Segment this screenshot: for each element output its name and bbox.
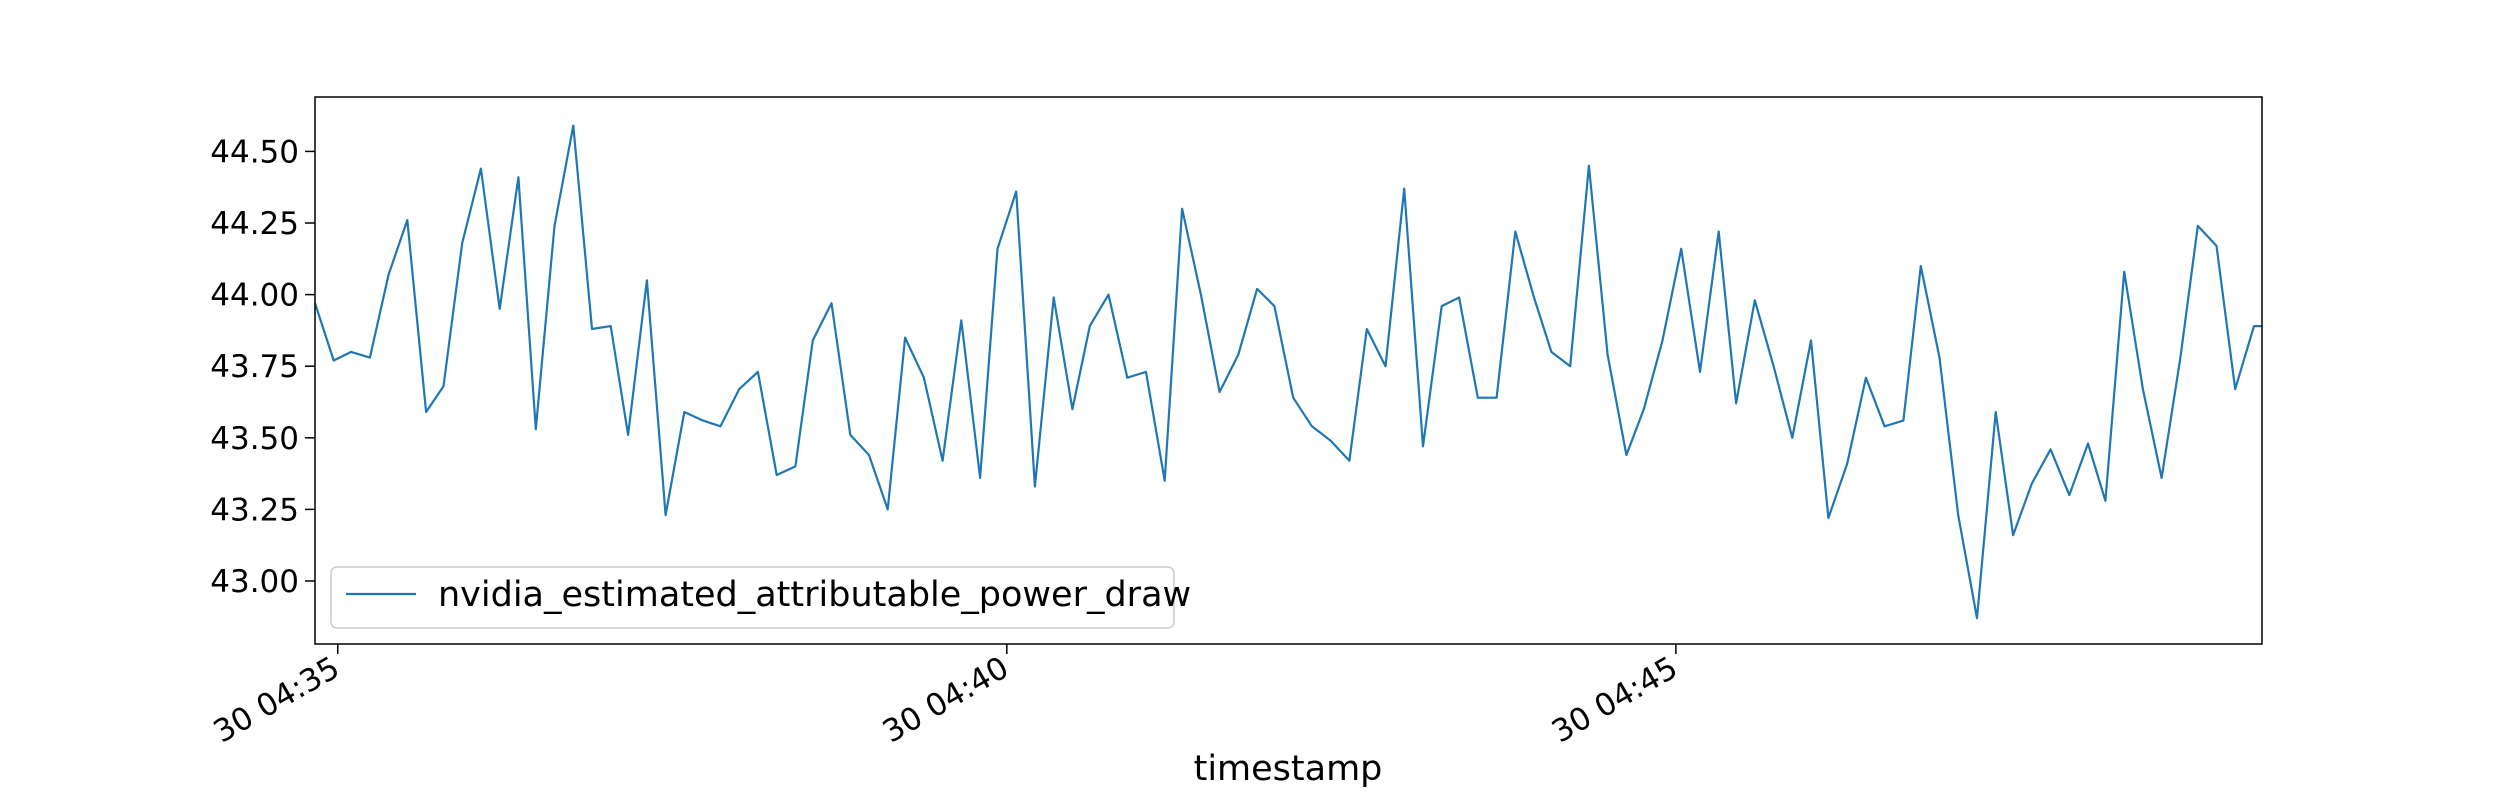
y-tick-label: 44.50 [210,134,299,170]
legend-label: nvidia_estimated_attributable_power_draw [438,575,1191,615]
y-tick-label: 43.25 [210,492,299,528]
series-line [313,124,2262,620]
x-tick-label: 30 04:45 [1546,650,1684,750]
series-layer [313,124,2262,620]
y-tick-label: 43.00 [210,564,299,600]
y-tick-label: 43.75 [210,349,299,385]
x-axis-label: timestamp [1194,749,1383,789]
legend: nvidia_estimated_attributable_power_draw [330,566,1191,629]
y-tick-label: 44.25 [210,206,299,242]
y-tick-label: 44.00 [210,278,299,314]
x-axis: 30 04:35 30 04:40 30 04:45 [208,644,1684,750]
y-axis: 43.00 43.25 43.50 43.75 44.00 44.25 44.50 [210,134,315,600]
y-tick-label: 43.50 [210,421,299,457]
x-tick-label: 30 04:40 [877,650,1015,750]
legend-box [330,566,1175,629]
plot-frame [314,96,2263,645]
x-tick-label: 30 04:35 [208,650,346,750]
